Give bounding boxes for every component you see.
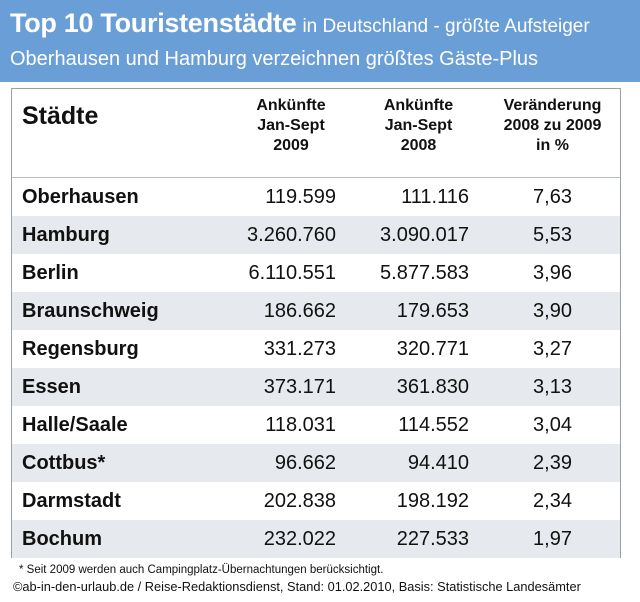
cell-city: Hamburg (12, 216, 230, 254)
cell-city: Bochum (12, 520, 230, 558)
table-row: Essen 373.171 361.830 3,13 (12, 368, 620, 406)
column-header-2009-line: Jan-Sept (257, 117, 325, 134)
column-header-2009: Ankünfte Jan-Sept 2009 (230, 89, 352, 178)
cell-city: Halle/Saale (22, 414, 128, 436)
column-header-2008-line: 2008 (400, 137, 437, 154)
cell-arrivals-2009: 118.031 (265, 414, 336, 436)
cell-change-percent: 3,96 (533, 262, 572, 284)
cell-arrivals-2008: 320.771 (396, 338, 469, 360)
title: Top 10 Touristenstädte in Deutschland - g… (10, 8, 640, 43)
cell-change-percent: 2,34 (533, 490, 572, 512)
table-row: Halle/Saale 118.031 114.552 3,04 (12, 406, 620, 444)
table-row: Bochum 232.022 227.533 1,97 (12, 520, 620, 558)
cell-arrivals-2008: 179.653 (352, 292, 485, 330)
column-header-change-line: Veränderung (503, 97, 602, 114)
table-body: Oberhausen 119.599 111.116 7,63 Hamburg 3.260… (12, 178, 620, 558)
cell-change-percent: 5,53 (485, 216, 620, 254)
column-header-change-line: 2008 zu 2009 (503, 117, 602, 134)
header-banner: Top 10 Touristenstädte in Deutschland - g… (0, 0, 640, 82)
column-header-2009-line: Ankünfte (256, 97, 326, 114)
cell-arrivals-2009: 232.022 (230, 520, 352, 558)
cell-change-percent: 3,90 (485, 292, 620, 330)
column-header-2008-line: Ankünfte (383, 97, 454, 114)
cell-arrivals-2009: 202.838 (263, 490, 336, 512)
cell-city: Darmstadt (22, 490, 121, 512)
cell-change-percent: 3,13 (485, 368, 620, 406)
cell-arrivals-2008: 94.410 (352, 444, 485, 482)
table-row: Darmstadt 202.838 198.192 2,34 (12, 482, 620, 520)
cell-city: Cottbus* (12, 444, 230, 482)
cell-change-percent: 3,04 (533, 414, 572, 436)
table-row: Cottbus* 96.662 94.410 2,39 (12, 444, 620, 482)
cell-change-percent: 7,63 (533, 186, 572, 208)
cell-arrivals-2009: 6.110.551 (248, 262, 337, 284)
cell-arrivals-2008: 5.877.583 (380, 262, 469, 284)
cell-arrivals-2009: 373.171 (230, 368, 352, 406)
cell-city: Oberhausen (22, 186, 139, 208)
table-row: Hamburg 3.260.760 3.090.017 5,53 (12, 216, 620, 254)
table-header: Städte Ankünfte Jan-Sept 2009 Ankünfte J… (12, 89, 620, 178)
data-table-frame: Städte Ankünfte Jan-Sept 2009 Ankünfte J… (11, 88, 621, 558)
table-row: Oberhausen 119.599 111.116 7,63 (12, 178, 620, 217)
cell-arrivals-2009: 119.599 (265, 186, 336, 208)
source-credit: ©ab-in-den-urlaub.de / Reise-Redaktionsd… (13, 579, 581, 594)
cell-change-percent: 2,39 (485, 444, 620, 482)
column-header-city: Städte (12, 89, 230, 178)
cell-arrivals-2009: 3.260.760 (230, 216, 352, 254)
cell-arrivals-2008: 198.192 (396, 490, 469, 512)
title-main: Top 10 Touristenstädte (10, 8, 297, 38)
column-header-change: Veränderung 2008 zu 2009 in % (485, 89, 620, 178)
subtitle: Oberhausen und Hamburg verzeichnen größt… (10, 48, 539, 70)
cell-arrivals-2009: 186.662 (230, 292, 352, 330)
cell-city: Regensburg (22, 338, 139, 360)
cell-arrivals-2008: 111.116 (401, 186, 469, 208)
data-table: Städte Ankünfte Jan-Sept 2009 Ankünfte J… (12, 89, 620, 558)
cell-city: Essen (12, 368, 230, 406)
cell-city: Braunschweig (12, 292, 230, 330)
cell-arrivals-2008: 227.533 (352, 520, 485, 558)
header-row: Städte Ankünfte Jan-Sept 2009 Ankünfte J… (12, 89, 620, 178)
table-row: Braunschweig 186.662 179.653 3,90 (12, 292, 620, 330)
title-rest: in Deutschland - größte Aufsteiger (302, 16, 590, 37)
cell-arrivals-2009: 96.662 (230, 444, 352, 482)
cell-city: Berlin (22, 262, 79, 284)
cell-change-percent: 3,27 (533, 338, 572, 360)
cell-arrivals-2008: 361.830 (352, 368, 485, 406)
footnote: * Seit 2009 werden auch Campingplatz-Übe… (19, 564, 384, 576)
cell-arrivals-2008: 3.090.017 (352, 216, 485, 254)
cell-change-percent: 1,97 (485, 520, 620, 558)
cell-arrivals-2009: 331.273 (263, 338, 336, 360)
column-header-2009-line: 2009 (273, 137, 309, 154)
column-header-change-line: in % (536, 137, 569, 154)
table-row: Regensburg 331.273 320.771 3,27 (12, 330, 620, 368)
column-header-2008-line: Jan-Sept (384, 117, 453, 134)
column-header-2008: Ankünfte Jan-Sept 2008 (352, 89, 485, 178)
table-row: Berlin 6.110.551 5.877.583 3,96 (12, 254, 620, 292)
cell-arrivals-2008: 114.552 (398, 414, 469, 436)
